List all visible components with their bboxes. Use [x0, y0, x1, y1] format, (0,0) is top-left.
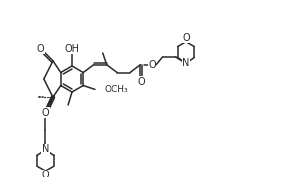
Text: O: O: [182, 33, 190, 43]
Text: N: N: [42, 144, 49, 155]
Text: O: O: [148, 60, 156, 70]
Text: OH: OH: [65, 44, 79, 54]
Text: O: O: [42, 170, 49, 177]
Text: OCH₃: OCH₃: [105, 85, 129, 94]
Text: O: O: [37, 44, 45, 54]
Text: O: O: [138, 77, 145, 87]
Text: O: O: [42, 108, 49, 118]
Text: N: N: [182, 58, 190, 68]
